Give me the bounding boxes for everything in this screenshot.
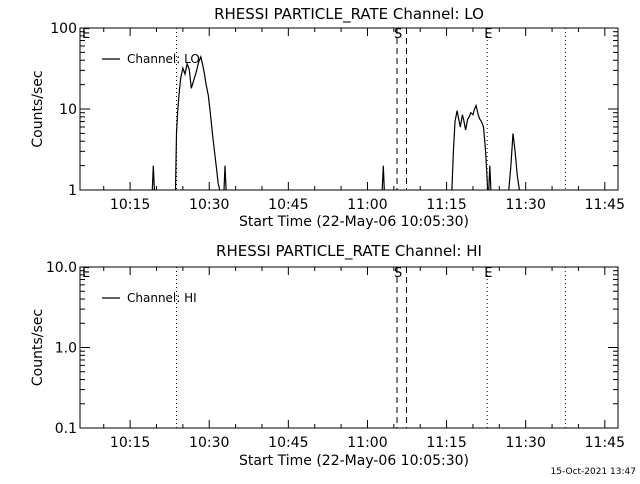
- chart-panel-1: RHESSI PARTICLE_RATE Channel: LO 10:15 10:…: [30, 5, 625, 230]
- y-tick-label: 0.1: [55, 421, 77, 437]
- event-marker-label: E: [82, 27, 90, 42]
- y-tick-label: 1.0: [55, 341, 77, 357]
- y-tick-label: 100: [50, 21, 77, 37]
- series-line-segment: [223, 165, 227, 191]
- x-tick-label: 11:45: [585, 435, 625, 451]
- legend-label: Channel: HI: [127, 291, 197, 305]
- x-tick-label: 10:30: [189, 197, 229, 213]
- x-axis-label: Start Time (22-May-06 10:05:30): [239, 214, 469, 230]
- x-tick-label: 11:00: [347, 435, 387, 451]
- legend-label: Channel: LO: [127, 52, 200, 66]
- series-line-segment: [451, 103, 489, 191]
- series-line-segment: [174, 54, 221, 191]
- event-marker-label: E: [484, 266, 492, 281]
- y-axis-label: Counts/sec: [30, 309, 46, 386]
- footer-timestamp: 15-Oct-2021 13:47: [551, 467, 636, 477]
- x-tick-label: 10:15: [110, 197, 150, 213]
- x-tick-label: 11:15: [426, 197, 466, 213]
- y-tick-label: 1: [68, 183, 77, 199]
- event-marker-label: E: [484, 27, 492, 42]
- series-line-segment: [508, 133, 520, 191]
- x-tick-label: 11:30: [506, 197, 546, 213]
- series-line-segment: [381, 165, 385, 191]
- y-tick-label: 10.0: [46, 260, 77, 276]
- x-tick-label: 10:30: [189, 435, 229, 451]
- chart-title: RHESSI PARTICLE_RATE Channel: LO: [214, 5, 484, 24]
- series-line-segment: [151, 165, 155, 191]
- x-tick-label: 11:45: [585, 197, 625, 213]
- x-tick-label: 11:15: [426, 435, 466, 451]
- x-tick-label: 11:30: [506, 435, 546, 451]
- chart-title: RHESSI PARTICLE_RATE Channel: HI: [216, 242, 482, 261]
- x-tick-label: 10:45: [268, 197, 308, 213]
- event-marker-label: S: [394, 27, 402, 42]
- y-tick-label: 10: [59, 102, 77, 118]
- x-tick-label: 10:15: [110, 435, 150, 451]
- x-tick-label: 11:00: [347, 197, 387, 213]
- event-marker-label: E: [82, 266, 90, 281]
- x-tick-label: 10:45: [268, 435, 308, 451]
- chart-panel-2: RHESSI PARTICLE_RATE Channel: HI 10:15 10:…: [30, 242, 625, 469]
- x-axis-label: Start Time (22-May-06 10:05:30): [239, 453, 469, 469]
- event-marker-label: S: [394, 266, 402, 281]
- y-axis-label: Counts/sec: [30, 70, 46, 147]
- series-line-segment: [488, 165, 492, 191]
